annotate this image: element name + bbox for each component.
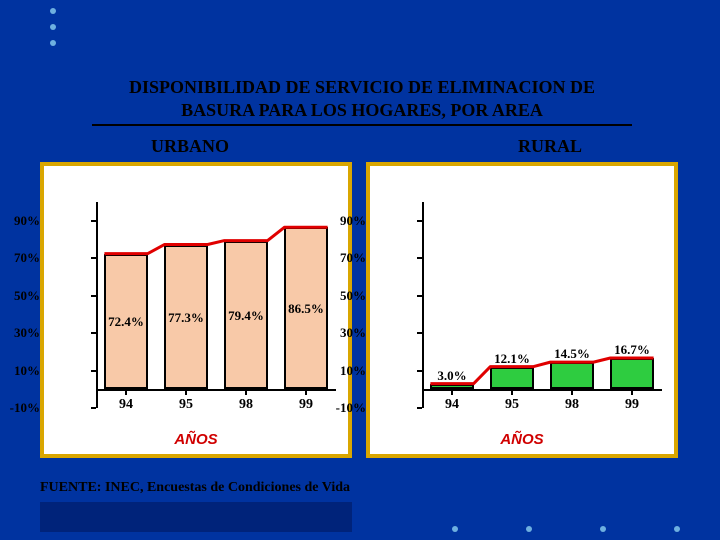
chart-rural: AÑOS -10%10%30%50%70%90%949598993.0%12.1… [366, 162, 678, 458]
y-tick-label: 50% [0, 288, 40, 304]
source-footer: FUENTE: INEC, Encuestas de Condiciones d… [40, 480, 350, 496]
title-underline [92, 124, 632, 126]
title-line-1: DISPONIBILIDAD DE SERVICIO DE ELIMINACIO… [92, 76, 632, 99]
bullet-dot [50, 8, 56, 14]
title-line-2: BASURA PARA LOS HOGARES, POR AREA [92, 99, 632, 122]
trend-line [370, 166, 672, 418]
bullet-dot [674, 526, 680, 532]
y-tick-label: 30% [326, 325, 366, 341]
trend-line [44, 166, 346, 418]
y-tick-label: 90% [326, 213, 366, 229]
bullet-dot [452, 526, 458, 532]
charts-row: AÑOS -10%10%30%50%70%90%9495989972.4%77.… [40, 162, 678, 458]
x-axis-label: AÑOS [370, 431, 674, 448]
x-axis-label: AÑOS [44, 431, 348, 448]
slide-title: DISPONIBILIDAD DE SERVICIO DE ELIMINACIO… [92, 76, 632, 121]
y-tick-label: 10% [0, 363, 40, 379]
subtitles-row: URBANO RURAL [0, 136, 720, 157]
y-tick-label: 50% [326, 288, 366, 304]
y-tick-label: -10% [0, 400, 40, 416]
bullet-dot [526, 526, 532, 532]
bullet-dot [50, 40, 56, 46]
y-tick-label: 10% [326, 363, 366, 379]
subtitle-rural: RURAL [380, 136, 720, 157]
y-tick-label: 70% [0, 250, 40, 266]
subtitle-urbano: URBANO [0, 136, 380, 157]
bullet-dot [600, 526, 606, 532]
y-tick-label: 70% [326, 250, 366, 266]
footer-accent-box [40, 502, 352, 532]
decorative-bullets-bottom [452, 526, 680, 532]
y-tick-label: -10% [326, 400, 366, 416]
bullet-dot [50, 24, 56, 30]
y-tick-label: 30% [0, 325, 40, 341]
decorative-bullets-top [50, 8, 56, 46]
y-tick-label: 90% [0, 213, 40, 229]
chart-urbano: AÑOS -10%10%30%50%70%90%9495989972.4%77.… [40, 162, 352, 458]
